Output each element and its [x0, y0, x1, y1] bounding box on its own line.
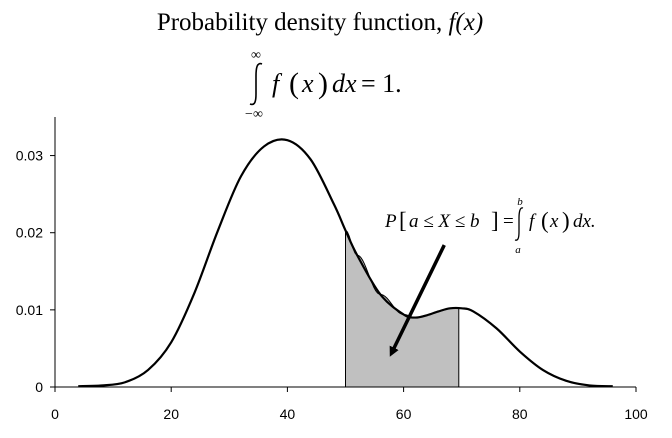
annotation-p: P — [384, 211, 397, 232]
annotation-differential: dx. — [573, 211, 596, 232]
chart-title: Probability density function, f(x) — [157, 9, 483, 36]
annotation-arrow — [389, 244, 446, 357]
normalization-paren-open: ( — [289, 67, 299, 100]
annotation-bracket-open: [ — [399, 208, 407, 233]
normalization-variable: x — [301, 69, 314, 98]
normalization-differential: dx — [332, 69, 357, 98]
density-curve — [78, 138, 613, 388]
y-tick-label: 0.03 — [16, 148, 43, 164]
x-tick-label: 60 — [396, 406, 412, 422]
x-tick-label: 20 — [163, 406, 179, 422]
annotation-upper-limit: b — [517, 196, 523, 208]
annotation-inequality: a ≤ X ≤ b — [409, 211, 479, 232]
normalization-integrand: f — [272, 69, 283, 98]
axes: 0 20 40 60 80 100 0 0.01 0.02 0.03 — [16, 117, 648, 422]
arrow-layer — [389, 244, 446, 357]
annotation-variable: x — [549, 211, 559, 232]
annotation-paren-open: ( — [541, 208, 549, 233]
integral-sign — [249, 62, 263, 106]
title-fx: f(x) — [448, 9, 483, 36]
integral-upper-limit: ∞ — [251, 48, 261, 63]
curve-layer — [78, 138, 613, 388]
annotation-integrand: f — [529, 211, 537, 232]
x-tick-label: 40 — [280, 406, 296, 422]
annotation-paren-close: ) — [562, 208, 570, 233]
integral-lower-limit: −∞ — [245, 107, 263, 122]
x-tick-label: 100 — [624, 406, 648, 422]
annotation-equals: = — [503, 211, 514, 232]
normalization-paren-close: ) — [318, 67, 328, 100]
y-tick-label: 0.02 — [16, 225, 43, 241]
y-tick-label: 0 — [35, 379, 43, 395]
plot-area: 0 20 40 60 80 100 0 0.01 0.02 0.03 — [16, 117, 648, 422]
annotation-lower-limit: a — [515, 244, 521, 256]
normalization-equals: = 1. — [361, 69, 402, 98]
annotation-bracket-close: ] — [491, 208, 499, 233]
normalization-equation: ∞ −∞ f ( x ) dx = 1. — [245, 48, 402, 122]
title-text: Probability density function, — [157, 9, 449, 36]
probability-annotation: P [ a ≤ X ≤ b ] = b a f ( x ) dx. — [384, 196, 596, 256]
x-tick-label: 80 — [512, 406, 528, 422]
x-tick-label: 0 — [51, 406, 59, 422]
y-tick-label: 0.01 — [16, 302, 43, 318]
annotation-integral-sign — [514, 207, 524, 241]
